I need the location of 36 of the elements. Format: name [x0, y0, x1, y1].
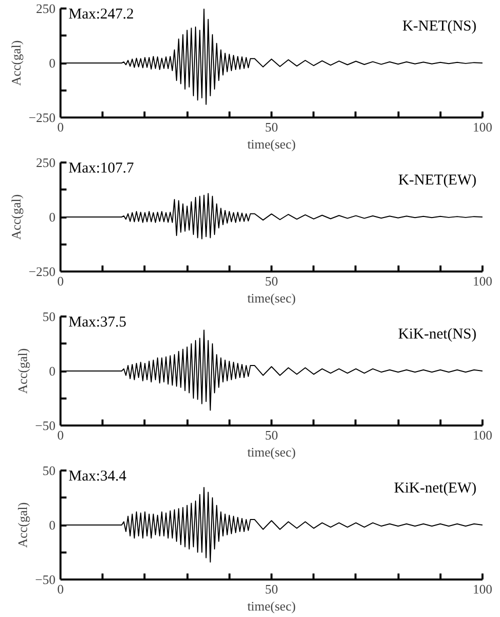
annotation: Max:34.4 [68, 468, 127, 484]
y-axis-title: Acc(gal) [8, 40, 24, 86]
y-tick-label: 0 [49, 56, 56, 70]
y-tick-label: 0 [49, 364, 56, 378]
y-tick-label: −250 [28, 110, 56, 125]
y-tick-label: 250 [36, 1, 56, 16]
y-tick-label: 250 [36, 155, 56, 170]
x-tick-label: 50 [265, 582, 278, 596]
y-tick-label: 50 [42, 309, 56, 324]
y-tick-label: −50 [35, 572, 56, 587]
annotation: K-NET(NS) [402, 18, 477, 34]
x-tick-label: 50 [265, 274, 278, 288]
x-tick-label: 50 [265, 428, 278, 442]
annotation: KiK-net(EW) [394, 480, 477, 496]
y-tick-label: −50 [35, 418, 56, 433]
x-tick-label: 100 [472, 582, 492, 596]
y-tick-label: −250 [28, 264, 56, 279]
y-tick-label: 0 [49, 518, 56, 532]
annotation: K-NET(EW) [398, 172, 477, 188]
annotation: Max:247.2 [68, 6, 134, 22]
y-axis-title: Acc(gal) [15, 348, 30, 394]
annotation: Max:107.7 [68, 160, 134, 176]
y-axis-title: Acc(gal) [8, 194, 24, 240]
y-tick-label: 50 [42, 463, 56, 478]
x-tick-label: 50 [265, 120, 278, 134]
x-tick-label: 100 [472, 428, 492, 442]
x-axis-title: time(sec) [247, 290, 296, 306]
x-tick-label: 100 [472, 274, 492, 288]
x-tick-label: 100 [472, 120, 492, 134]
y-tick-label: 0 [49, 210, 56, 224]
annotation: Max:37.5 [68, 314, 126, 330]
x-axis-title: time(sec) [247, 444, 296, 460]
x-axis-title: time(sec) [247, 136, 296, 152]
y-axis-title: Acc(gal) [15, 502, 30, 548]
x-axis-title: time(sec) [247, 598, 296, 614]
annotation: KiK-net(NS) [398, 326, 477, 342]
